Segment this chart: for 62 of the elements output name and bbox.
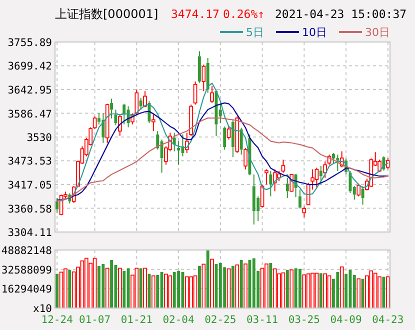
bar (110, 260, 113, 308)
x-tick-label: 02-25 (204, 314, 236, 326)
y-tick-label: 3417.05 (8, 180, 52, 192)
bar (336, 272, 340, 308)
y-tick-label: 3304.11 (8, 227, 52, 239)
bar (172, 272, 176, 308)
candlestick (269, 170, 272, 197)
y-tick-label: 48882148 (1, 245, 52, 257)
x-tick-label: 04-23 (372, 314, 404, 326)
candlestick (336, 154, 340, 172)
bar (240, 260, 243, 308)
bar (177, 270, 180, 308)
bar (218, 262, 222, 308)
bar (286, 270, 289, 308)
candlestick (151, 114, 156, 132)
chart-title: 上证指数[000001] (55, 7, 158, 21)
bar (122, 270, 126, 308)
legend-label: 30日 (365, 26, 390, 39)
bar (98, 266, 100, 308)
y-tick-label: 16294049 (1, 284, 52, 296)
legend-label: 5日 (246, 26, 264, 39)
legend-label: 10日 (302, 26, 327, 39)
bar (344, 274, 348, 308)
bar (198, 266, 201, 308)
x-tick-label: 03-11 (246, 314, 278, 326)
text: 2021-04-23 15:00:37 (275, 7, 407, 21)
candlestick (102, 112, 105, 144)
bar (68, 270, 72, 308)
bar (139, 268, 142, 308)
y-tick-label: 3755.89 (8, 37, 52, 49)
y-tick-label: 3360.58 (8, 203, 52, 216)
y-tick-label: 3530 (26, 132, 52, 144)
y-tick-label: 3699.42 (8, 60, 52, 73)
candlestick (240, 127, 243, 156)
bar (223, 267, 226, 308)
bar (56, 274, 59, 308)
x-tick-label: 03-25 (288, 314, 320, 326)
bar (232, 266, 234, 308)
x-tick-label: 04-09 (330, 314, 362, 326)
bar (298, 268, 302, 308)
y-tick-label: 3473.53 (8, 156, 52, 168)
x-tick-label: 01-21 (120, 314, 152, 326)
text: 0.26%↑ (223, 7, 265, 21)
bar (269, 262, 272, 308)
candlestick (252, 174, 256, 225)
x-tick-label: 01-07 (78, 314, 111, 326)
y-tick-label: 3642.95 (8, 84, 52, 96)
x-tick-label: 12-24 (41, 314, 73, 326)
bar (319, 273, 322, 308)
y-tick-label: 3586.47 (8, 108, 52, 120)
y-tick-label: x10 (33, 303, 52, 315)
candlestick (206, 57, 210, 94)
candlestick (298, 189, 302, 209)
y-tick-label: 32588099 (1, 264, 52, 276)
bar (102, 264, 105, 308)
x-tick-label: 02-04 (162, 314, 194, 326)
bar (252, 258, 256, 308)
bar (156, 274, 160, 308)
text: 3474.17 (171, 7, 220, 21)
candlestick (110, 98, 113, 119)
bar (206, 250, 210, 308)
candlestick (286, 177, 289, 198)
